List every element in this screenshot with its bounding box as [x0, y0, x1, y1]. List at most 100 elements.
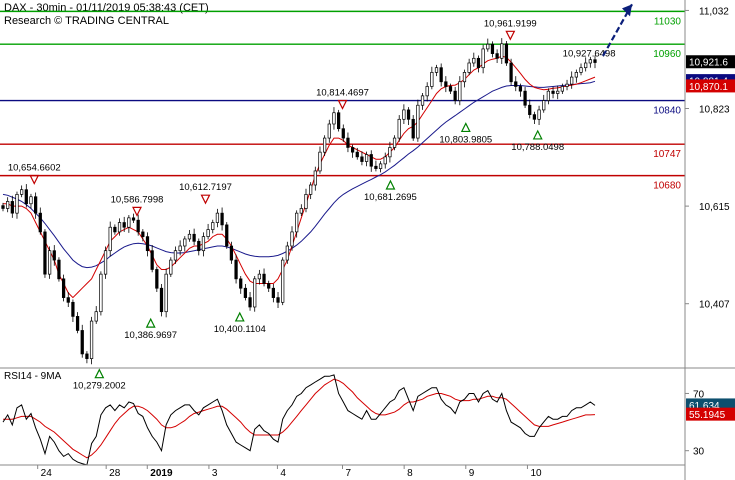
- price-tag-label: 10,870.1: [689, 82, 728, 93]
- candle-body: [406, 109, 411, 120]
- candle-body: [448, 86, 453, 92]
- candle-body: [281, 259, 285, 303]
- candle-body: [80, 330, 84, 355]
- candle-body: [425, 86, 429, 97]
- candle-body: [169, 259, 173, 275]
- candle-body: [514, 81, 518, 87]
- rsi-tag: [686, 407, 735, 421]
- signal-down-icon: [29, 174, 40, 185]
- candle-body: [579, 67, 583, 73]
- y-tick-label: 10,823: [699, 105, 730, 116]
- annotation-label: 10,803.9805: [439, 134, 492, 145]
- candle-body: [141, 231, 145, 237]
- candle-body: [117, 222, 122, 233]
- annotation-label: 10,814.4697: [316, 88, 369, 99]
- candle-body: [481, 48, 485, 69]
- candle-body: [57, 259, 61, 280]
- candle-body: [546, 90, 551, 101]
- candle-body: [201, 236, 206, 252]
- candle-body: [234, 259, 238, 280]
- candle-body: [295, 212, 299, 233]
- candle-body: [434, 67, 439, 73]
- candle-body: [211, 222, 215, 230]
- candle-body: [528, 104, 532, 115]
- signal-down-icon: [200, 194, 211, 205]
- price-tag: [686, 55, 735, 69]
- annotation-label: 10,386.9697: [124, 330, 177, 341]
- candle-body: [38, 212, 42, 233]
- candle-body: [332, 112, 336, 125]
- candle-body: [532, 114, 537, 120]
- candle-body: [71, 301, 75, 317]
- candle-body: [225, 224, 229, 247]
- candle-body: [453, 90, 457, 101]
- annotation-label: 10,612.7197: [179, 182, 232, 193]
- signal-down-icon: [337, 99, 348, 110]
- candle-body: [542, 100, 546, 111]
- candle-body: [299, 208, 303, 214]
- rsi-panel: RSI14 - 9MA: [2, 371, 596, 466]
- candle-body: [183, 238, 187, 247]
- candle-body: [439, 67, 443, 83]
- candle-body: [360, 156, 364, 162]
- signal-up-icon: [234, 311, 245, 322]
- candle-body: [197, 240, 201, 252]
- candle-body: [588, 59, 592, 64]
- annotation-label: 10,279.2002: [73, 381, 126, 392]
- candle-body: [341, 128, 345, 139]
- annotation-label: 10,788.0498: [511, 142, 564, 153]
- candle-body: [327, 123, 331, 139]
- candle-body: [444, 81, 448, 87]
- candle-body: [10, 201, 14, 214]
- rsi-tick-label: 70: [693, 389, 705, 400]
- candle-body: [145, 236, 150, 252]
- candle-body: [551, 90, 555, 94]
- candle-body: [411, 118, 415, 139]
- candle-body: [337, 112, 341, 130]
- candle-body: [159, 287, 164, 313]
- candle-body: [518, 86, 523, 92]
- candle-body: [290, 231, 294, 247]
- candle-body: [257, 273, 261, 280]
- price-panel: 11030 10960 10840 10747 10680 10,654.6602 10,5…: [0, 3, 685, 392]
- candle-body: [374, 165, 378, 169]
- candle-body: [164, 273, 168, 313]
- candle-body: [584, 62, 588, 69]
- rsi-title: RSI14 - 9MA: [4, 371, 62, 382]
- candle-body: [565, 83, 569, 87]
- candle-body: [476, 57, 481, 69]
- candle-body: [89, 320, 94, 359]
- signal-up-icon: [94, 368, 105, 379]
- candle-body: [15, 194, 19, 214]
- annotation-label: 10,961.9199: [484, 18, 537, 29]
- candle-body: [150, 250, 154, 270]
- candle-body: [430, 72, 434, 87]
- annotation-label: 10,927.6498: [563, 48, 616, 59]
- rsi-tag-label: 61.634: [689, 401, 720, 412]
- y-tick-label: 10,615: [699, 202, 730, 213]
- candle-body: [490, 43, 495, 54]
- candle-body: [1, 205, 5, 209]
- candle-body: [24, 189, 28, 205]
- candle-body: [220, 212, 224, 226]
- candle-body: [187, 233, 192, 240]
- arrow-head-icon: [622, 4, 632, 17]
- y-tick-label: 11,032: [699, 6, 729, 17]
- level-label-10680: 10680: [653, 181, 681, 192]
- level-label-10840: 10840: [653, 106, 681, 117]
- rsi-line: [2, 374, 596, 466]
- candle-body: [495, 53, 499, 59]
- candle-body: [66, 297, 70, 303]
- candle-body: [253, 278, 257, 308]
- y-tick-label: 10,407: [699, 300, 730, 311]
- signal-up-icon: [532, 129, 543, 140]
- candle-body: [318, 151, 322, 172]
- candle-body: [136, 219, 140, 233]
- ma-slow-line: [2, 80, 596, 269]
- annotation-label: 10,586.7998: [111, 194, 164, 205]
- candle-body: [243, 287, 248, 298]
- candle-body: [355, 151, 359, 158]
- candle-body: [85, 353, 89, 359]
